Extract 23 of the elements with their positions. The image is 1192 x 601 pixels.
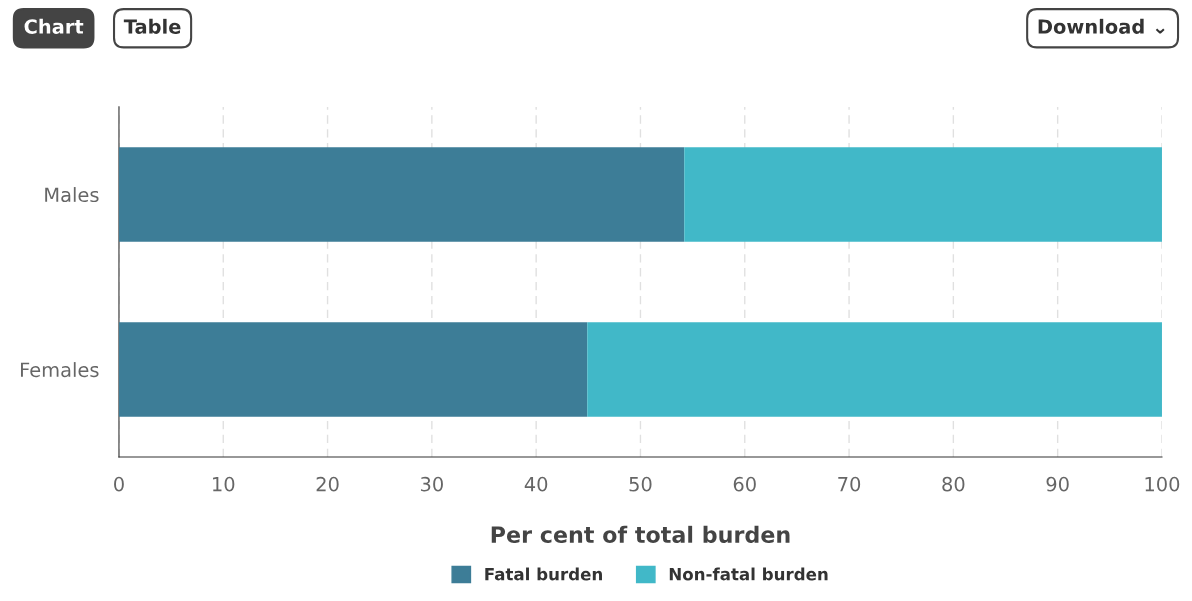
- x-tick-label: 50: [629, 476, 652, 492]
- text: Table: [123, 18, 181, 34]
- bar: [587, 322, 1162, 417]
- y-tick-label: Females: [21, 362, 99, 378]
- legend-label: Fatal burden: [485, 567, 602, 581]
- x-tick-label: 60: [733, 476, 756, 492]
- bar: [118, 147, 685, 242]
- y-tick-label: Males: [45, 187, 99, 203]
- x-tick-label: 70: [838, 476, 861, 492]
- x-tick-label: 100: [1145, 476, 1180, 492]
- x-tick-label: 10: [213, 476, 235, 492]
- bar: [684, 147, 1162, 242]
- x-tick-label: 40: [524, 476, 548, 492]
- text: Chart: [24, 18, 84, 34]
- x-tick-label: 90: [1046, 476, 1069, 492]
- x-axis-title: Per cent of total burden: [491, 525, 790, 544]
- legend-label: Non-fatal burden: [669, 567, 828, 581]
- x-tick-label: 30: [420, 476, 443, 492]
- x-tick-label: 20: [316, 476, 339, 492]
- x-tick-label: 0: [114, 476, 124, 492]
- bar: [118, 322, 588, 417]
- x-tick-label: 80: [942, 476, 965, 492]
- text: Download ⌄: [1038, 18, 1165, 34]
